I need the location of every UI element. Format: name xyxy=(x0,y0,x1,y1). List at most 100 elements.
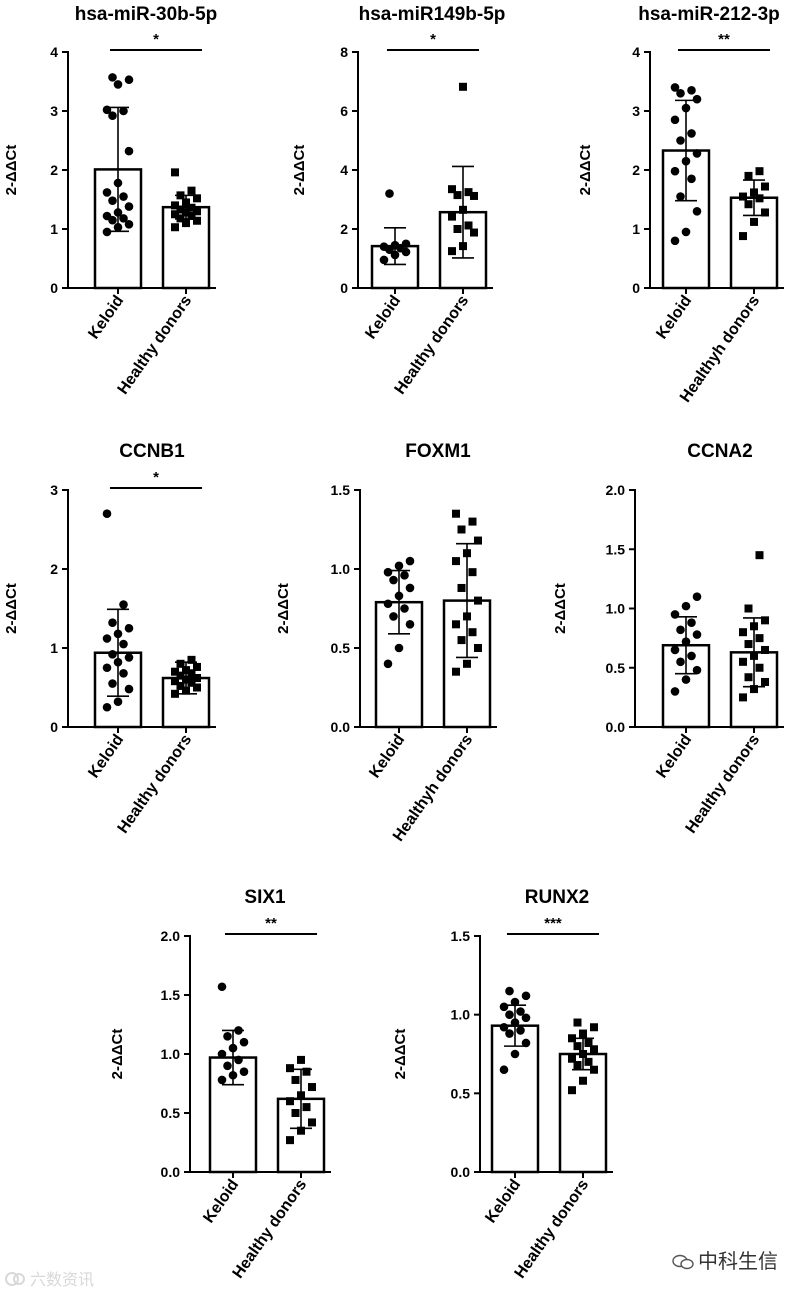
data-point xyxy=(687,651,696,661)
data-point xyxy=(405,556,415,566)
data-point xyxy=(590,1065,598,1074)
data-point xyxy=(171,210,179,219)
data-point xyxy=(390,250,400,260)
data-point xyxy=(297,1126,305,1135)
x-tick-label: Healthy donors xyxy=(115,292,196,397)
y-axis-label: 2-ΔΔCt xyxy=(275,583,292,634)
data-point xyxy=(516,1026,525,1035)
data-point xyxy=(692,592,702,601)
data-point xyxy=(573,1018,582,1027)
y-tick-label: 0.0 xyxy=(331,719,351,735)
data-point xyxy=(590,1045,598,1054)
data-point xyxy=(681,156,691,166)
data-point xyxy=(102,634,112,643)
significance-label: * xyxy=(430,31,436,48)
watermark-logo-icon xyxy=(4,1271,26,1287)
data-point xyxy=(681,601,691,611)
data-point xyxy=(474,644,482,652)
data-point xyxy=(234,1055,243,1065)
data-point xyxy=(755,551,764,560)
data-point xyxy=(452,620,460,629)
data-point xyxy=(750,217,758,226)
data-point xyxy=(379,255,389,265)
y-tick-label: 0 xyxy=(340,280,348,296)
data-point xyxy=(223,1032,232,1041)
y-axis-label: 2-ΔΔCt xyxy=(3,145,20,196)
data-point xyxy=(390,240,400,250)
data-point xyxy=(692,630,702,639)
data-point xyxy=(193,194,201,203)
data-point xyxy=(108,618,117,628)
data-point xyxy=(687,618,696,628)
y-tick-label: 1 xyxy=(50,640,58,656)
data-point xyxy=(568,1086,576,1095)
chart-title: FOXM1 xyxy=(405,441,471,462)
data-point xyxy=(739,657,747,666)
data-point xyxy=(755,167,764,176)
data-point xyxy=(468,568,477,577)
data-point xyxy=(217,1049,227,1059)
y-tick-label: 0 xyxy=(50,719,58,735)
y-tick-label: 2.0 xyxy=(606,482,626,498)
data-point xyxy=(681,227,691,237)
data-point xyxy=(102,663,112,673)
chart-title: hsa-miR149b-5p xyxy=(359,4,506,25)
data-point xyxy=(681,637,691,646)
data-point xyxy=(124,219,134,229)
data-point xyxy=(457,583,466,592)
data-point xyxy=(389,612,398,621)
data-point xyxy=(119,192,128,201)
x-tick-label: Healthy donors xyxy=(683,731,764,836)
significance-label: *** xyxy=(544,915,562,932)
data-point xyxy=(584,1057,593,1066)
data-point xyxy=(297,1055,305,1064)
data-point xyxy=(573,1061,582,1070)
x-tick-label: Healthy donors xyxy=(512,1176,593,1281)
data-point xyxy=(124,623,134,633)
data-point xyxy=(579,1076,587,1085)
y-axis-label: 2-ΔΔCt xyxy=(577,145,594,196)
panel-ccna2: CCNA2 2-ΔΔCt 0.0 0.5 1.0 1.5 2.0 KeloidHealthy … xyxy=(552,441,784,837)
data-point xyxy=(750,188,758,197)
data-point xyxy=(448,212,456,221)
data-point xyxy=(176,659,185,668)
data-point xyxy=(108,73,117,82)
data-point xyxy=(379,242,389,251)
data-point xyxy=(217,1075,227,1085)
data-point xyxy=(400,604,409,613)
chart-title: SIX1 xyxy=(244,887,286,908)
data-point xyxy=(744,171,753,180)
data-point xyxy=(228,1043,238,1053)
data-point xyxy=(176,671,185,680)
data-point xyxy=(687,86,696,95)
data-point xyxy=(739,192,747,201)
data-point xyxy=(521,1038,531,1048)
chart-title: hsa-miR-30b-5p xyxy=(75,4,218,25)
data-point xyxy=(744,673,753,682)
y-tick-label: 1 xyxy=(632,221,640,237)
data-point xyxy=(670,83,680,92)
data-point xyxy=(119,639,128,649)
data-point xyxy=(750,651,758,660)
data-point xyxy=(505,1010,514,1019)
data-point xyxy=(464,221,473,230)
y-tick-label: 0.5 xyxy=(606,660,626,676)
y-tick-label: 1 xyxy=(50,221,58,237)
data-point xyxy=(193,207,201,216)
y-tick-label: 6 xyxy=(340,103,348,119)
data-point xyxy=(124,684,134,694)
data-point xyxy=(223,1061,232,1071)
y-tick-label: 3 xyxy=(50,482,58,498)
data-point xyxy=(761,616,769,625)
data-point xyxy=(510,997,520,1007)
data-point xyxy=(521,1013,531,1023)
bar-keloid xyxy=(490,1024,540,1174)
data-point xyxy=(176,214,185,223)
data-point xyxy=(187,212,196,221)
y-tick-label: 2 xyxy=(340,221,348,237)
data-point xyxy=(670,166,680,176)
y-tick-label: 8 xyxy=(340,44,348,60)
data-point xyxy=(463,659,471,668)
